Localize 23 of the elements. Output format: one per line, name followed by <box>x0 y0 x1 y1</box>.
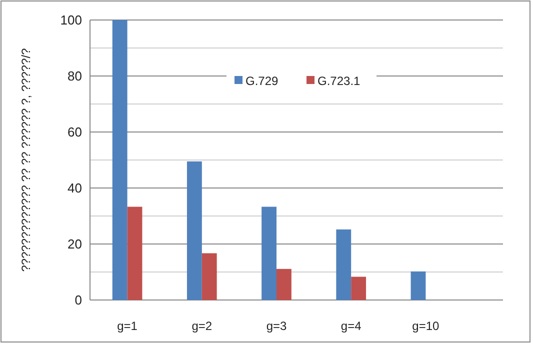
y-axis-title: ????????????? ?? ?? ?????? ?, ?????/? <box>19 48 33 272</box>
y-tick-label: 20 <box>68 236 82 252</box>
bar <box>276 268 292 300</box>
bar <box>262 206 276 300</box>
x-tick-label: g=3 <box>266 319 287 333</box>
bar <box>410 271 426 300</box>
x-tick-label: g=4 <box>340 319 362 333</box>
bar <box>336 229 352 300</box>
y-tick-label: 100 <box>60 12 82 28</box>
x-tick-label: g=1 <box>117 319 138 333</box>
x-tick-label: g=2 <box>192 319 212 333</box>
y-tick-label: 0 <box>74 292 82 308</box>
legend-label: G.723.1 <box>318 74 361 88</box>
x-tick-label: g=10 <box>412 319 440 333</box>
bar <box>112 20 128 300</box>
bar <box>127 206 142 300</box>
legend-label: G.729 <box>246 74 279 88</box>
bar <box>351 276 366 300</box>
bar <box>186 161 202 300</box>
y-tick-label: 80 <box>68 68 82 84</box>
bar <box>202 253 217 300</box>
y-tick-label: 60 <box>68 124 82 140</box>
y-tick-label: 40 <box>68 180 82 196</box>
